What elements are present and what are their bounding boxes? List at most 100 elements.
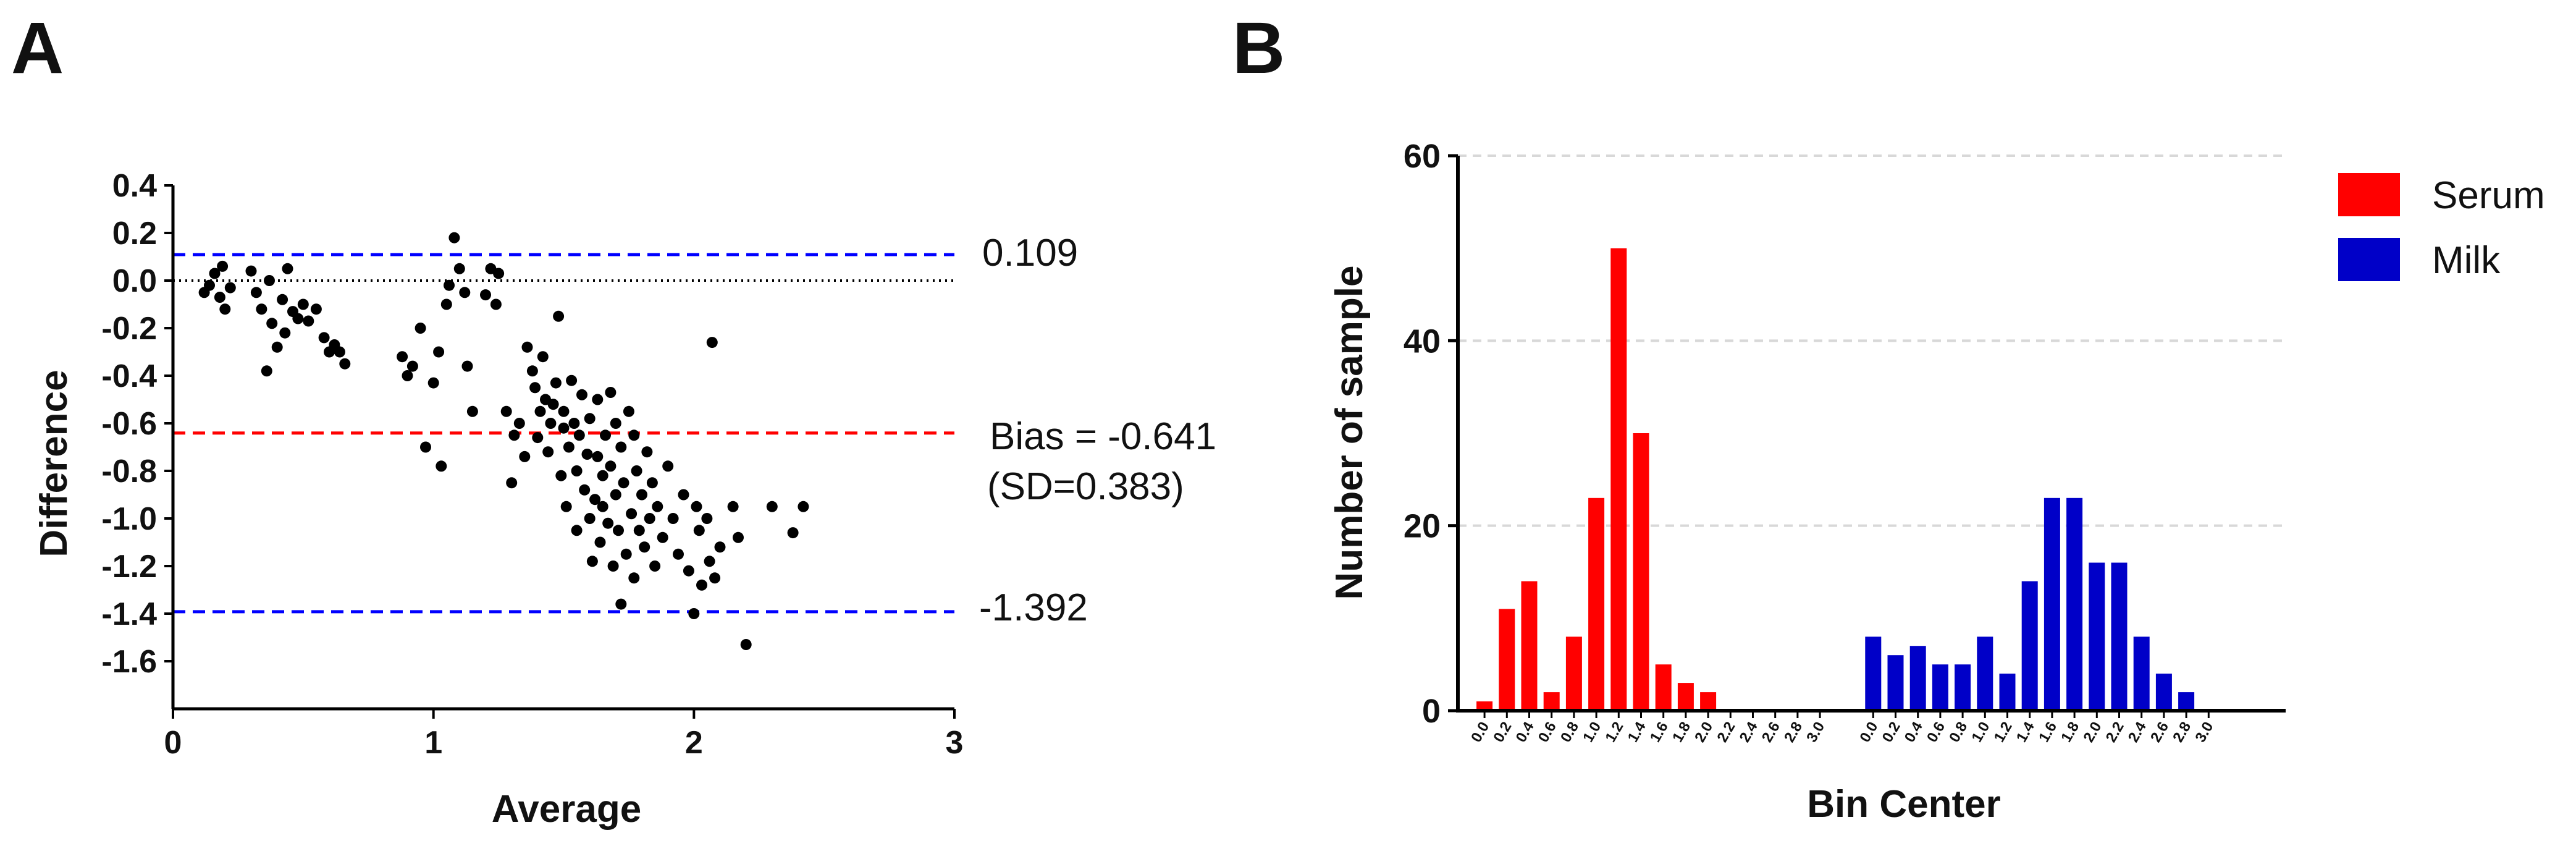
bar-milk — [2021, 581, 2038, 711]
data-point — [714, 541, 726, 553]
data-point — [433, 346, 445, 358]
data-point — [334, 346, 345, 358]
data-point — [652, 501, 663, 512]
panel-a-x-axis-title: Average — [492, 788, 641, 831]
data-point — [592, 450, 604, 462]
bin-label: 2.0 — [1691, 719, 1716, 745]
data-point — [584, 513, 596, 524]
data-point — [459, 287, 471, 298]
data-point — [292, 313, 304, 324]
bar-milk — [2111, 562, 2128, 711]
data-point — [628, 572, 640, 584]
data-point — [683, 565, 694, 577]
bar-milk — [2044, 497, 2060, 711]
panel-b-gridlines — [1458, 154, 2286, 527]
data-point — [597, 470, 608, 481]
bar-milk — [1865, 637, 1882, 711]
panel-b-x-axis-title: Bin Center — [1807, 783, 2000, 826]
bar-milk — [1999, 674, 2016, 711]
data-point — [693, 525, 705, 536]
bin-label: 1.0 — [1580, 719, 1604, 745]
bin-label: 1.0 — [1968, 719, 1993, 745]
data-point — [440, 298, 452, 310]
data-point — [513, 418, 525, 429]
data-point — [545, 418, 557, 429]
y-tick-label: -0.2 — [101, 311, 157, 347]
bin-label: 1.6 — [1647, 719, 1672, 745]
data-point — [224, 282, 236, 294]
y-tick-label: 0.2 — [112, 216, 157, 252]
y-tick-label: 0.0 — [112, 263, 157, 299]
data-point — [678, 489, 689, 501]
panel-a-reference-lines — [173, 253, 954, 614]
data-point — [602, 517, 614, 529]
data-point — [550, 377, 562, 389]
x-tick-label: 1 — [424, 725, 442, 761]
bin-label: 2.2 — [2103, 719, 2128, 745]
data-point — [600, 429, 611, 441]
bin-label: 1.4 — [2013, 719, 2038, 745]
data-point — [547, 399, 559, 410]
y-tick-label: 40 — [1404, 323, 1441, 360]
bin-label: 0.8 — [1946, 719, 1971, 745]
data-point — [245, 265, 257, 277]
data-point — [490, 298, 502, 310]
data-point — [610, 489, 621, 501]
data-point — [639, 541, 650, 553]
bin-label: 0.8 — [1557, 719, 1582, 745]
data-point — [453, 263, 465, 274]
data-point — [623, 405, 634, 417]
data-point — [688, 608, 700, 619]
data-point — [436, 460, 447, 472]
bar-serum — [1521, 581, 1538, 711]
data-point — [568, 418, 580, 429]
bias-label: Bias = -0.641 — [990, 415, 1216, 458]
panel-a-points — [198, 232, 809, 650]
data-point — [277, 294, 288, 305]
bin-label: 0.0 — [1468, 719, 1492, 745]
data-point — [631, 465, 642, 476]
data-point — [573, 429, 585, 441]
bar-milk — [1932, 664, 1948, 711]
data-point — [667, 513, 679, 524]
bin-label: 0.6 — [1924, 719, 1948, 745]
bar-serum — [1700, 692, 1717, 711]
bar-serum — [1476, 701, 1493, 711]
bar-serum — [1565, 637, 1582, 711]
data-point — [529, 382, 541, 394]
data-point — [618, 477, 629, 489]
data-point — [589, 494, 601, 505]
y-tick-label: 0.4 — [112, 168, 157, 204]
y-tick-label: 20 — [1404, 508, 1441, 545]
data-point — [397, 351, 408, 363]
panel-b-letter: B — [1232, 7, 1285, 89]
bin-label: 2.6 — [1759, 719, 1783, 745]
data-point — [532, 432, 544, 444]
bar-serum — [1610, 248, 1627, 711]
legend-label-serum: Serum — [2432, 174, 2545, 217]
bin-label: 0.4 — [1513, 719, 1538, 745]
data-point — [597, 501, 608, 512]
data-point — [271, 341, 283, 353]
data-point — [506, 477, 518, 489]
data-point — [217, 260, 229, 272]
bar-serum — [1655, 664, 1672, 711]
bin-label: 0.0 — [1856, 719, 1881, 745]
data-point — [727, 501, 739, 512]
data-point — [566, 374, 578, 386]
legend-label-milk: Milk — [2432, 239, 2501, 282]
data-point — [615, 441, 627, 453]
y-tick-label: 60 — [1404, 138, 1441, 175]
legend: Serum Milk — [2338, 173, 2545, 282]
data-point — [628, 429, 640, 441]
x-tick-label: 2 — [685, 725, 703, 761]
bin-label: 2.4 — [1736, 719, 1761, 745]
bin-label: 1.2 — [1602, 719, 1627, 745]
data-point — [448, 232, 460, 243]
data-point — [214, 292, 225, 303]
bin-label: 2.8 — [2170, 719, 2194, 745]
bin-label: 2.6 — [2147, 719, 2172, 745]
data-point — [646, 477, 658, 489]
data-point — [696, 579, 707, 591]
data-point — [586, 556, 598, 567]
